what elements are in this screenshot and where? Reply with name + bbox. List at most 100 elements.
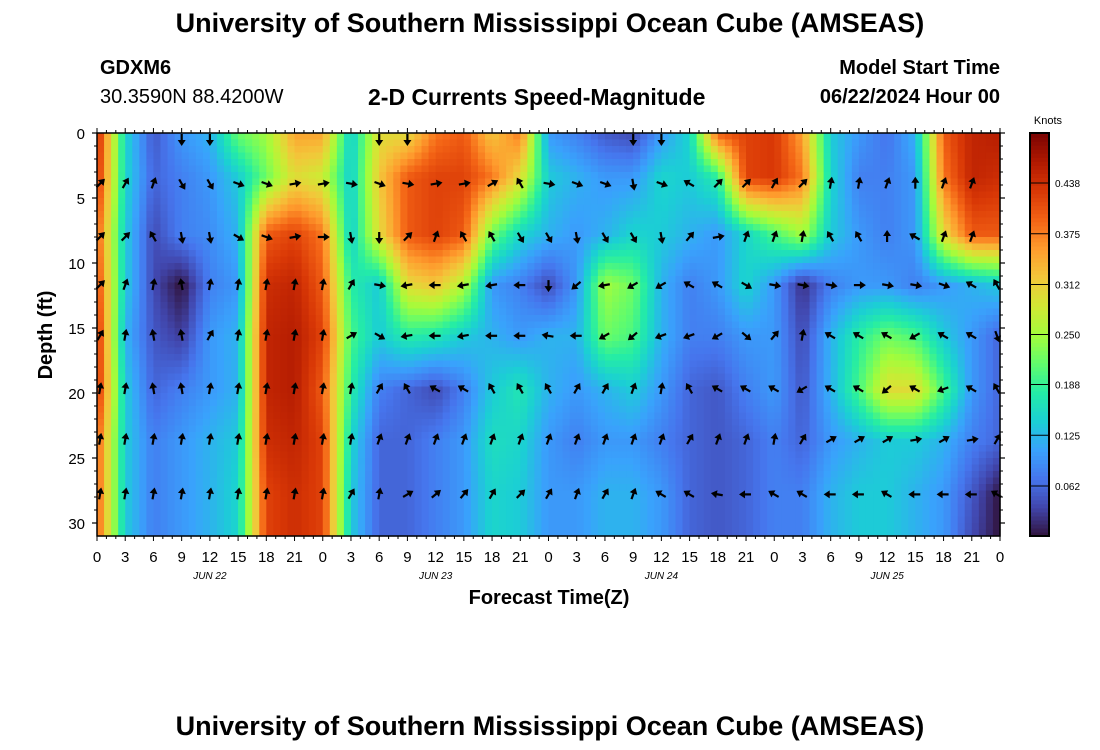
heatmap-cell: [400, 230, 408, 238]
heatmap-cell: [964, 204, 973, 212]
heatmap-cell: [922, 243, 931, 251]
heatmap-cell: [202, 191, 211, 199]
heatmap-cell: [118, 204, 126, 212]
heatmap-cell: [873, 217, 881, 225]
heatmap-cell: [245, 178, 253, 186]
heatmap-cell: [470, 308, 479, 316]
heatmap-cell: [661, 360, 670, 368]
heatmap-cell: [978, 152, 987, 160]
heatmap-cell: [908, 243, 916, 251]
heatmap-cell: [456, 341, 465, 349]
heatmap-cell: [689, 191, 698, 199]
heatmap-cell: [689, 276, 698, 284]
heatmap-cell: [922, 269, 931, 277]
heatmap-cell: [266, 204, 274, 212]
heatmap-cell: [245, 354, 253, 362]
heatmap-cell: [407, 269, 416, 277]
heatmap-cell: [922, 133, 931, 141]
heatmap-cell: [943, 308, 952, 316]
heatmap-cell: [174, 224, 183, 232]
heatmap-cell: [555, 139, 564, 147]
heatmap-cell: [294, 354, 303, 362]
heatmap-cell: [929, 367, 938, 375]
heatmap-cell: [633, 256, 641, 264]
heatmap-cell: [816, 328, 825, 336]
heatmap-cell: [492, 315, 500, 323]
heatmap-cell: [668, 178, 677, 186]
heatmap-cell: [506, 367, 514, 375]
heatmap-cell: [520, 191, 528, 199]
heatmap-cell: [238, 250, 246, 258]
heatmap-cell: [908, 269, 916, 277]
heatmap-cell: [181, 360, 190, 368]
heatmap-cell: [202, 133, 211, 141]
heatmap-cell: [223, 295, 232, 303]
heatmap-cell: [936, 360, 945, 368]
heatmap-cell: [485, 152, 493, 160]
heatmap-cell: [456, 360, 465, 368]
heatmap-cell: [372, 308, 380, 316]
heatmap-cell: [682, 211, 691, 219]
heatmap-cell: [308, 360, 317, 368]
heatmap-cell: [139, 347, 147, 355]
heatmap-cell: [118, 217, 126, 225]
heatmap-cell: [738, 373, 747, 381]
heatmap-cell: [202, 367, 211, 375]
heatmap-cell: [971, 328, 980, 336]
heatmap-cell: [477, 165, 486, 173]
heatmap-cell: [259, 295, 267, 303]
heatmap-cell: [816, 269, 825, 277]
heatmap-cell: [287, 354, 296, 362]
heatmap-cell: [188, 211, 197, 219]
heatmap-cell: [146, 341, 155, 349]
heatmap-cell: [640, 302, 648, 310]
heatmap-cell: [675, 289, 684, 297]
heatmap-cell: [865, 178, 874, 186]
heatmap-cell: [492, 341, 500, 349]
heatmap-cell: [929, 341, 938, 349]
heatmap-cell: [633, 211, 641, 219]
heatmap-cell: [231, 146, 239, 154]
heatmap-cell: [654, 380, 662, 388]
heatmap-cell: [802, 289, 811, 297]
heatmap-cell: [604, 243, 613, 251]
heatmap-cell: [513, 204, 521, 212]
heatmap-cell: [633, 139, 641, 147]
heatmap-cell: [774, 191, 782, 199]
heatmap-cell: [125, 146, 133, 154]
heatmap-cell: [809, 263, 818, 271]
heatmap-cell: [562, 152, 571, 160]
heatmap-cell: [816, 282, 825, 290]
heatmap-cell: [365, 367, 373, 375]
heatmap-cell: [675, 302, 684, 310]
heatmap-cell: [929, 263, 938, 271]
heatmap-cell: [788, 237, 797, 245]
heatmap-cell: [964, 354, 973, 362]
heatmap-cell: [273, 263, 282, 271]
heatmap-cell: [760, 198, 768, 206]
heatmap-cell: [703, 172, 712, 180]
heatmap-cell: [421, 380, 430, 388]
heatmap-cell: [689, 360, 698, 368]
heatmap-cell: [421, 360, 430, 368]
heatmap-cell: [548, 347, 557, 355]
heatmap-cell: [689, 347, 698, 355]
heatmap-cell: [308, 204, 317, 212]
heatmap-cell: [400, 146, 408, 154]
heatmap-cell: [985, 185, 994, 193]
heatmap-cell: [245, 256, 253, 264]
heatmap-cell: [167, 165, 176, 173]
heatmap-cell: [492, 289, 500, 297]
heatmap-cell: [675, 139, 684, 147]
heatmap-cell: [174, 295, 183, 303]
heatmap-cell: [372, 159, 380, 167]
heatmap-cell: [527, 152, 535, 160]
heatmap-cell: [195, 341, 204, 349]
heatmap-cell: [485, 211, 493, 219]
heatmap-cell: [343, 289, 352, 297]
heatmap-cell: [252, 224, 260, 232]
heatmap-cell: [322, 230, 331, 238]
heatmap-cell: [329, 250, 338, 258]
heatmap-cell: [675, 204, 684, 212]
heatmap-cell: [576, 367, 585, 375]
